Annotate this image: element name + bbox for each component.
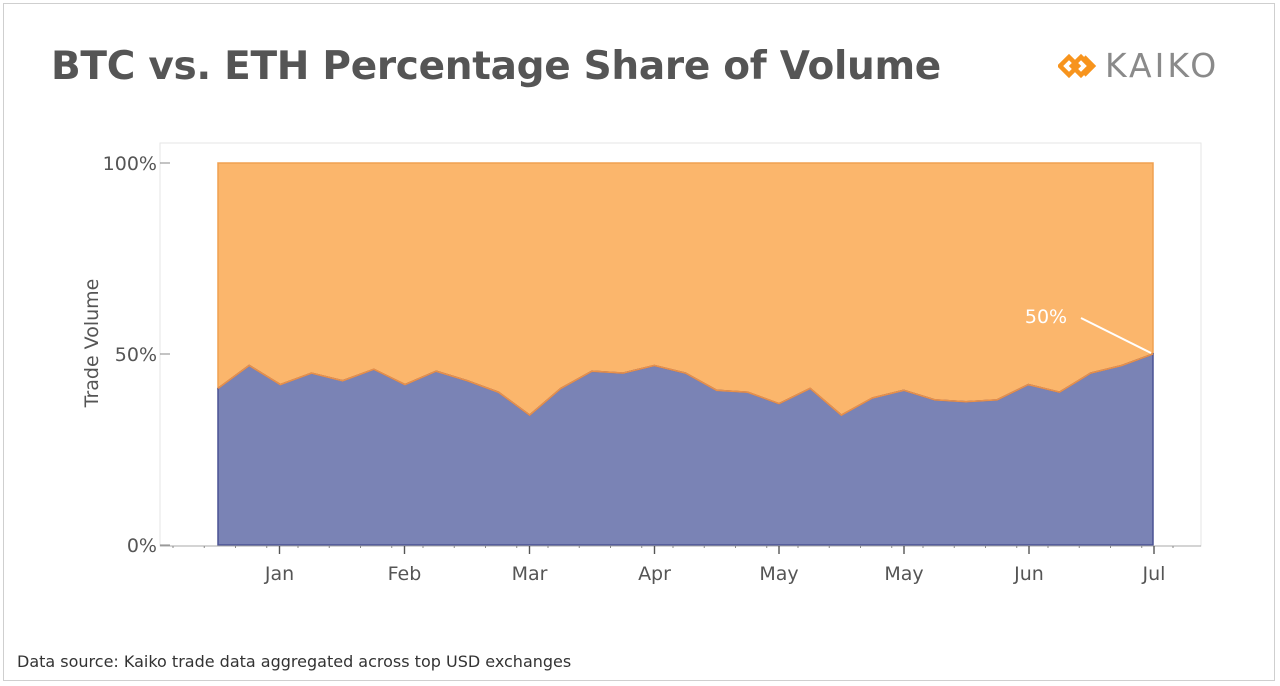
brand-name: KAIKO <box>1105 46 1220 85</box>
x-tick-label: May <box>759 563 798 585</box>
chart-title: BTC vs. ETH Percentage Share of Volume <box>51 44 941 89</box>
x-tick-label: Jun <box>1013 563 1044 585</box>
x-tick-label: Feb <box>388 563 422 585</box>
data-source-note: Data source: Kaiko trade data aggregated… <box>17 652 572 671</box>
x-tick-label: Mar <box>512 563 548 585</box>
y-tick-label: 0% <box>127 535 157 557</box>
y-tick-label: 100% <box>103 153 157 175</box>
x-tick-label: May <box>884 563 923 585</box>
kaiko-diamond-icon <box>1058 53 1097 79</box>
y-tick-label: 50% <box>115 344 157 366</box>
series-boundary-line <box>217 353 1154 417</box>
annotation-label: 50% <box>1025 306 1067 328</box>
annotation-leader-line <box>1080 317 1152 354</box>
y-axis-label: Trade Volume <box>81 279 103 409</box>
x-tick-label: Jan <box>264 563 294 585</box>
x-tick-label: Apr <box>638 563 671 585</box>
x-tick-label: Jul <box>1142 563 1166 585</box>
brand-logo: KAIKO <box>1058 46 1219 86</box>
